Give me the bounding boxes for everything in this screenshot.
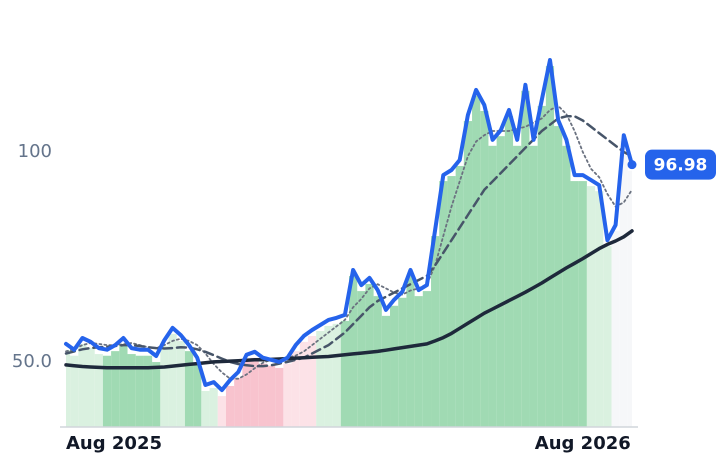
band-column [275, 367, 284, 427]
band-column [111, 351, 120, 427]
series-line [64, 115, 634, 368]
band-column [332, 323, 341, 427]
band-column [463, 121, 473, 427]
band-column [340, 320, 349, 427]
band-column [250, 357, 259, 427]
band-column [127, 354, 136, 427]
band-column [102, 355, 112, 427]
last-value-label: 96.98 [654, 156, 708, 176]
band-column [586, 186, 596, 427]
band-column [168, 333, 177, 427]
last-value-dot [627, 160, 637, 170]
band-column [324, 325, 333, 427]
band-column [381, 315, 391, 427]
band-column [513, 145, 522, 428]
band-column [291, 351, 300, 427]
band-column [414, 296, 423, 427]
band-column [266, 365, 276, 427]
band-column [521, 90, 530, 427]
band-column [86, 347, 95, 427]
band-column [619, 141, 628, 427]
band-column [545, 66, 555, 427]
band-column [349, 275, 358, 427]
band-column [94, 354, 103, 427]
band-column [209, 388, 218, 427]
band-column [570, 181, 579, 427]
band-column [234, 377, 243, 427]
band-column [119, 343, 128, 427]
band-column [488, 145, 497, 428]
band-column [537, 105, 546, 427]
band-column [299, 341, 308, 427]
band-column [357, 291, 366, 427]
band-column [201, 391, 210, 427]
band-column [176, 341, 185, 427]
band-column [225, 385, 235, 427]
x-tick-label: Aug 2026 [535, 433, 631, 454]
band-column [439, 181, 448, 427]
band-column [472, 95, 481, 428]
band-column [595, 191, 604, 427]
band-column [135, 355, 144, 427]
band-column [496, 136, 505, 427]
band-column [143, 355, 153, 427]
band-column [406, 275, 415, 427]
band-column [422, 291, 432, 427]
band-column [258, 363, 267, 427]
x-tick-label: Aug 2025 [66, 433, 162, 454]
band-column [390, 305, 399, 427]
band-column [152, 362, 161, 427]
band-column [365, 283, 374, 427]
band-column [447, 176, 456, 427]
band-column [562, 145, 571, 428]
band-column [193, 363, 202, 427]
band-column [578, 181, 587, 427]
band-column [70, 355, 79, 427]
y-tick-label: 100 [18, 141, 52, 162]
band-column [603, 246, 612, 427]
band-column [431, 236, 440, 427]
band-column [217, 396, 226, 427]
band-column [554, 126, 563, 427]
band-column [480, 110, 489, 428]
band-column [184, 351, 194, 427]
series-line [64, 58, 634, 393]
band-column [504, 116, 514, 427]
band-column [627, 170, 632, 427]
band-column [455, 165, 464, 428]
band-column [611, 231, 620, 427]
series-line [64, 229, 634, 370]
band-column [160, 346, 169, 427]
y-tick-label: 50.0 [12, 351, 52, 372]
band-column [242, 360, 251, 427]
band-column [283, 363, 292, 427]
band-column [373, 296, 382, 427]
band-column [307, 336, 317, 427]
band-column [78, 343, 87, 427]
band-column [66, 349, 71, 427]
band-column [398, 297, 407, 427]
band-column [316, 330, 325, 427]
last-value-badge [645, 149, 716, 180]
